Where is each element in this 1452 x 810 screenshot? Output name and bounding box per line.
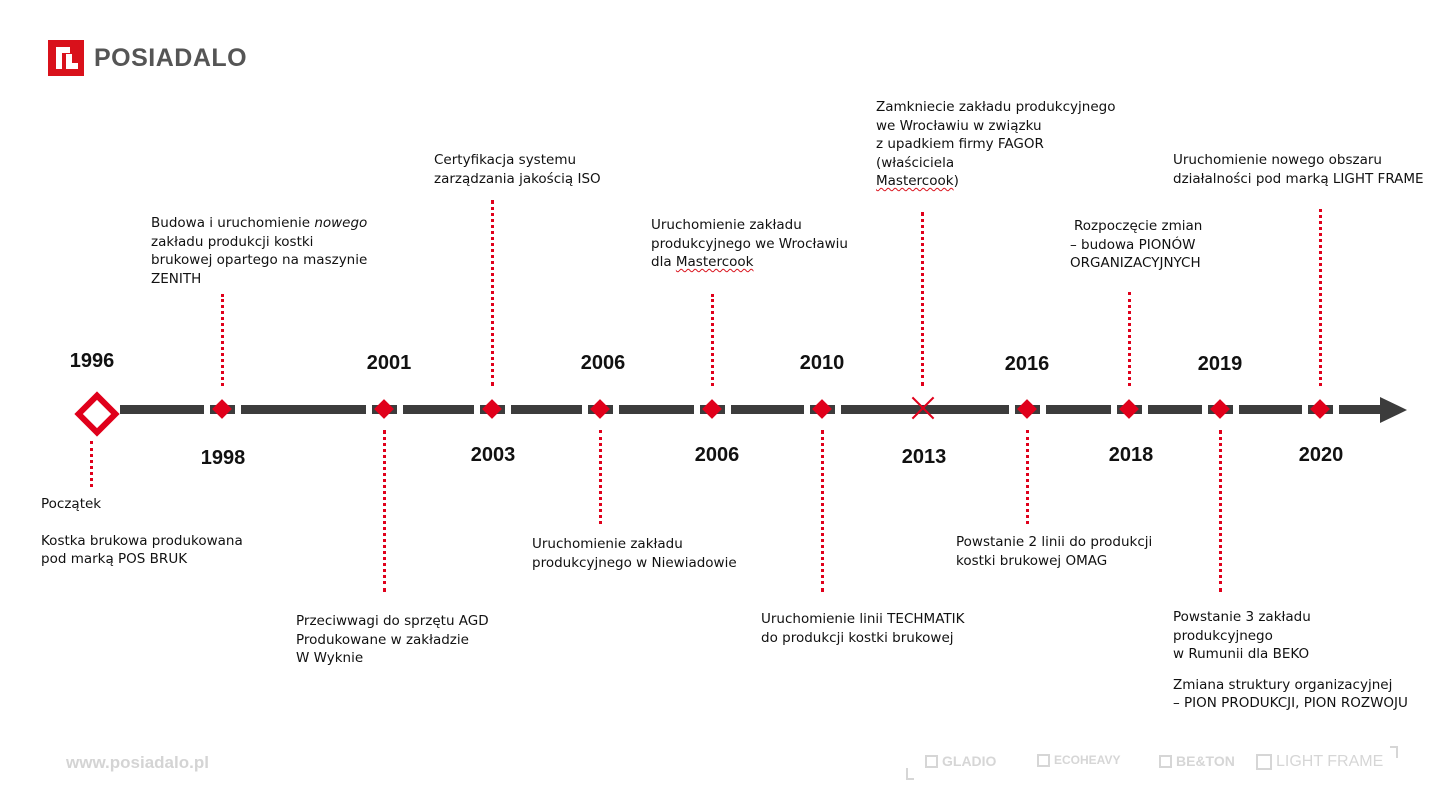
gladio-icon	[925, 754, 938, 768]
event-2010-text: Uruchomienie linii TECHMATIK do produkcj…	[761, 611, 965, 646]
event-2003-text: Certyfikacja systemu zarządzania jakości…	[434, 152, 601, 187]
connector-1996	[90, 441, 93, 487]
connector-2019	[1219, 430, 1222, 592]
connector-2018	[1128, 292, 1131, 386]
event-2006-a-text: Uruchomienie zakładu produkcyjnego w Nie…	[532, 536, 737, 571]
event-2013-text: Zamkniecie zakładu produkcyjnego we Wroc…	[876, 99, 1116, 189]
marker-2006-a	[590, 399, 610, 419]
brand-logo: POSIADALO	[48, 40, 247, 76]
year-label: 2020	[1298, 444, 1344, 466]
website-link[interactable]: www.posiadalo.pl	[66, 753, 209, 772]
connector-2003	[491, 200, 494, 386]
event-2018-text: Rozpoczęcie zmian – budowa PIONÓW ORGANI…	[1070, 218, 1203, 271]
year-label: 2018	[1108, 444, 1154, 466]
connector-2006-a	[599, 430, 602, 524]
corner-bracket-icon	[906, 768, 914, 780]
ecoheavy-icon	[1037, 753, 1050, 767]
marker-2020	[1310, 399, 1330, 419]
event-1998-text: Budowa i uruchomienie nowego zakładu pro…	[151, 215, 368, 287]
beton-icon	[1159, 754, 1172, 768]
marker-2003	[482, 399, 502, 419]
year-label: 1996	[69, 350, 115, 372]
event-2016-text: Powstanie 2 linii do produkcji kostki br…	[956, 534, 1153, 569]
event-2001-text: Przeciwwagi do sprzętu AGD Produkowane w…	[296, 613, 489, 666]
marker-2016	[1017, 399, 1037, 419]
connector-2001	[383, 430, 386, 592]
marker-2018	[1119, 399, 1139, 419]
marker-2010	[812, 399, 832, 419]
event-2006-b-text: Uruchomienie zakładu produkcyjnego we Wr…	[651, 217, 848, 270]
year-label: 2019	[1197, 353, 1243, 375]
year-label: 2013	[901, 446, 947, 468]
lightframe-icon	[1256, 754, 1272, 770]
connector-1998	[221, 294, 224, 386]
year-label: 1998	[200, 447, 246, 469]
year-label: 2010	[799, 352, 845, 374]
year-label: 2016	[1004, 353, 1050, 375]
marker-2006-b	[702, 399, 722, 419]
partner-brand-lightframe: LIGHT FRAME	[1256, 753, 1383, 771]
partner-brand-gladio: GLADIO	[925, 753, 996, 769]
start-marker	[74, 391, 120, 437]
brand-name: POSIADALO	[94, 43, 248, 72]
timeline-axis	[120, 405, 1382, 414]
corner-bracket-icon	[1390, 746, 1398, 758]
marker-2019	[1210, 399, 1230, 419]
connector-2016	[1026, 430, 1029, 524]
cross-marker-icon	[910, 395, 936, 421]
connector-2006-b	[711, 294, 714, 386]
event-1996-text: Początek Kostka brukowa produkowana pod …	[41, 496, 243, 567]
year-label: 2001	[366, 352, 412, 374]
marker-1998	[212, 399, 232, 419]
posiadalo-logo-icon	[48, 40, 84, 76]
connector-2013	[921, 212, 924, 386]
partner-brand-beton: BE&TON	[1159, 753, 1235, 769]
connector-2020	[1319, 209, 1322, 386]
partner-brand-ecoheavy: ECOHEAVY	[1037, 753, 1120, 767]
year-label: 2006	[580, 352, 626, 374]
event-2020-text: Uruchomienie nowego obszaru działalności…	[1173, 152, 1424, 187]
marker-2001	[374, 399, 394, 419]
event-2019-text: Powstanie 3 zakładu produkcyjnego w Rumu…	[1173, 609, 1408, 711]
connector-2010	[821, 430, 824, 592]
year-label: 2003	[470, 444, 516, 466]
year-label: 2006	[694, 444, 740, 466]
timeline-arrow-icon	[1380, 397, 1407, 423]
